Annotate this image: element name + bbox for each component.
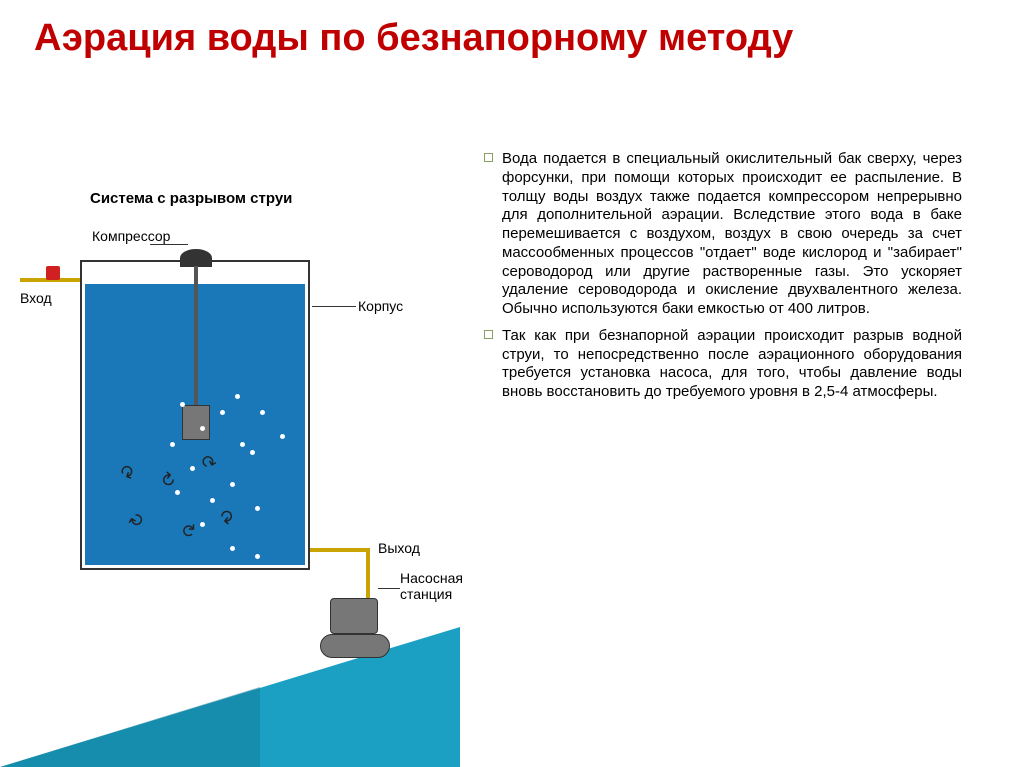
label-pump: Насосная станция bbox=[400, 570, 463, 602]
bubble bbox=[210, 498, 215, 503]
bubble bbox=[190, 578, 195, 583]
compressor-pipe bbox=[194, 266, 198, 406]
content-row: Система с разрывом струи Компрессор Вход… bbox=[0, 150, 1024, 650]
leader-pump bbox=[378, 588, 400, 589]
inlet-valve bbox=[46, 266, 60, 280]
bubble bbox=[180, 402, 185, 407]
air-diffuser bbox=[182, 405, 210, 440]
label-compressor: Компрессор bbox=[92, 228, 170, 244]
diagram: Система с разрывом струи Компрессор Вход… bbox=[0, 150, 480, 650]
bubble bbox=[260, 410, 265, 415]
bullet-icon bbox=[484, 153, 493, 162]
label-outlet: Выход bbox=[378, 540, 420, 556]
pump-tank bbox=[320, 634, 390, 658]
paragraph-text: Так как при безнапорной аэрации происход… bbox=[502, 327, 962, 400]
leader-compressor bbox=[150, 244, 188, 245]
bubble bbox=[220, 410, 225, 415]
bubble bbox=[175, 490, 180, 495]
paragraph-text: Вода подается в специальный окислительны… bbox=[502, 150, 962, 317]
bubble bbox=[200, 522, 205, 527]
bubble bbox=[200, 426, 205, 431]
paragraph: Вода подается в специальный окислительны… bbox=[480, 150, 962, 319]
text-column: Вода подается в специальный окислительны… bbox=[480, 150, 990, 650]
bubble bbox=[245, 586, 250, 591]
page-title: Аэрация воды по безнапорному методу bbox=[34, 18, 793, 60]
bubble bbox=[230, 482, 235, 487]
pump-motor bbox=[330, 598, 378, 634]
leader-body bbox=[312, 306, 356, 307]
flow-arrow: ↻ bbox=[177, 523, 198, 538]
bullet-icon bbox=[484, 330, 493, 339]
bubble bbox=[230, 546, 235, 551]
paragraph: Так как при безнапорной аэрации происход… bbox=[480, 327, 962, 402]
outlet-pipe-h bbox=[310, 548, 370, 552]
bubble bbox=[240, 442, 245, 447]
bubble bbox=[190, 466, 195, 471]
bubble bbox=[170, 442, 175, 447]
label-inlet: Вход bbox=[20, 290, 52, 306]
label-body: Корпус bbox=[358, 298, 403, 314]
bubble bbox=[220, 570, 225, 575]
compressor-icon bbox=[180, 249, 212, 267]
bubble bbox=[255, 506, 260, 511]
bubble bbox=[235, 394, 240, 399]
bubble bbox=[280, 434, 285, 439]
bubble bbox=[255, 554, 260, 559]
accent-shape-inner bbox=[0, 687, 260, 767]
bubble bbox=[250, 450, 255, 455]
diagram-title: Система с разрывом струи bbox=[90, 190, 292, 207]
